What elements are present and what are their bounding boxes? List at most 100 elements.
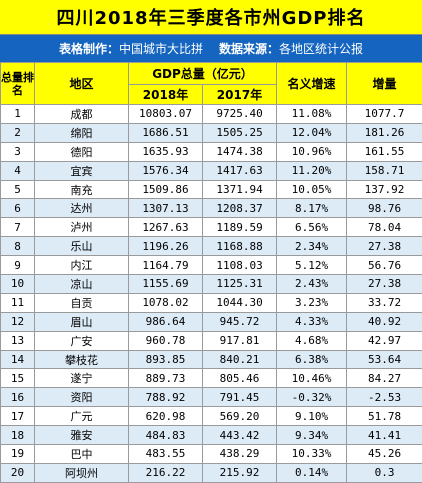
- growth-cell: 6.38%: [277, 350, 347, 369]
- gdp-2017-cell: 791.45: [203, 388, 277, 407]
- growth-cell: 11.20%: [277, 161, 347, 180]
- region-cell: 内江: [35, 256, 129, 275]
- increase-cell: 98.76: [347, 199, 422, 218]
- rank-cell: 19: [1, 445, 35, 464]
- increase-cell: 1077.7: [347, 105, 422, 124]
- increase-cell: 41.41: [347, 426, 422, 445]
- header-rank: 总量排名: [1, 63, 35, 105]
- gdp-2017-cell: 9725.40: [203, 105, 277, 124]
- rank-cell: 11: [1, 293, 35, 312]
- region-cell: 眉山: [35, 312, 129, 331]
- gdp-2018-cell: 893.85: [129, 350, 203, 369]
- region-cell: 德阳: [35, 142, 129, 161]
- growth-cell: -0.32%: [277, 388, 347, 407]
- gdp-2018-cell: 484.83: [129, 426, 203, 445]
- source-value: 各地区统计公报: [279, 40, 363, 57]
- gdp-2017-cell: 945.72: [203, 312, 277, 331]
- increase-cell: 40.92: [347, 312, 422, 331]
- rank-cell: 5: [1, 180, 35, 199]
- region-cell: 达州: [35, 199, 129, 218]
- growth-cell: 4.33%: [277, 312, 347, 331]
- increase-cell: 84.27: [347, 369, 422, 388]
- region-cell: 巴中: [35, 445, 129, 464]
- rank-cell: 7: [1, 218, 35, 237]
- rank-cell: 15: [1, 369, 35, 388]
- rank-cell: 16: [1, 388, 35, 407]
- increase-cell: 181.26: [347, 123, 422, 142]
- header-increase: 增量: [347, 63, 422, 105]
- increase-cell: 78.04: [347, 218, 422, 237]
- gdp-2017-cell: 840.21: [203, 350, 277, 369]
- header-growth: 名义增速: [277, 63, 347, 105]
- region-cell: 阿坝州: [35, 463, 129, 482]
- increase-cell: 56.76: [347, 256, 422, 275]
- header-region: 地区: [35, 63, 129, 105]
- increase-cell: 45.26: [347, 445, 422, 464]
- region-cell: 凉山: [35, 275, 129, 294]
- growth-cell: 10.96%: [277, 142, 347, 161]
- increase-cell: 27.38: [347, 237, 422, 256]
- increase-cell: 53.64: [347, 350, 422, 369]
- region-cell: 成都: [35, 105, 129, 124]
- sheet-subtitle: 表格制作： 中国城市大比拼 数据来源： 各地区统计公报: [0, 35, 422, 62]
- gdp-2018-cell: 620.98: [129, 407, 203, 426]
- region-cell: 南充: [35, 180, 129, 199]
- gdp-2017-cell: 1474.38: [203, 142, 277, 161]
- region-cell: 广安: [35, 331, 129, 350]
- growth-cell: 4.68%: [277, 331, 347, 350]
- gdp-2017-cell: 443.42: [203, 426, 277, 445]
- gdp-2018-cell: 1509.86: [129, 180, 203, 199]
- sheet-title: 四川2018年三季度各市州GDP排名: [0, 0, 422, 35]
- region-cell: 宜宾: [35, 161, 129, 180]
- gdp-2018-cell: 788.92: [129, 388, 203, 407]
- growth-cell: 2.43%: [277, 275, 347, 294]
- gdp-2017-cell: 1044.30: [203, 293, 277, 312]
- increase-cell: 158.71: [347, 161, 422, 180]
- gdp-2018-cell: 889.73: [129, 369, 203, 388]
- source-label: 数据来源：: [219, 40, 279, 57]
- region-cell: 乐山: [35, 237, 129, 256]
- gdp-2018-cell: 1196.26: [129, 237, 203, 256]
- rank-cell: 1: [1, 105, 35, 124]
- increase-cell: 0.3: [347, 463, 422, 482]
- increase-cell: 27.38: [347, 275, 422, 294]
- gdp-2017-cell: 1208.37: [203, 199, 277, 218]
- gdp-2017-cell: 1108.03: [203, 256, 277, 275]
- region-cell: 雅安: [35, 426, 129, 445]
- gdp-2018-cell: 1155.69: [129, 275, 203, 294]
- gdp-2017-cell: 1125.31: [203, 275, 277, 294]
- gdp-2018-cell: 1164.79: [129, 256, 203, 275]
- region-cell: 攀枝花: [35, 350, 129, 369]
- rank-cell: 8: [1, 237, 35, 256]
- region-cell: 资阳: [35, 388, 129, 407]
- increase-cell: 51.78: [347, 407, 422, 426]
- rank-cell: 13: [1, 331, 35, 350]
- region-cell: 泸州: [35, 218, 129, 237]
- increase-cell: 161.55: [347, 142, 422, 161]
- rank-cell: 14: [1, 350, 35, 369]
- increase-cell: -2.53: [347, 388, 422, 407]
- increase-cell: 33.72: [347, 293, 422, 312]
- gdp-2018-cell: 483.55: [129, 445, 203, 464]
- region-cell: 广元: [35, 407, 129, 426]
- region-cell: 绵阳: [35, 123, 129, 142]
